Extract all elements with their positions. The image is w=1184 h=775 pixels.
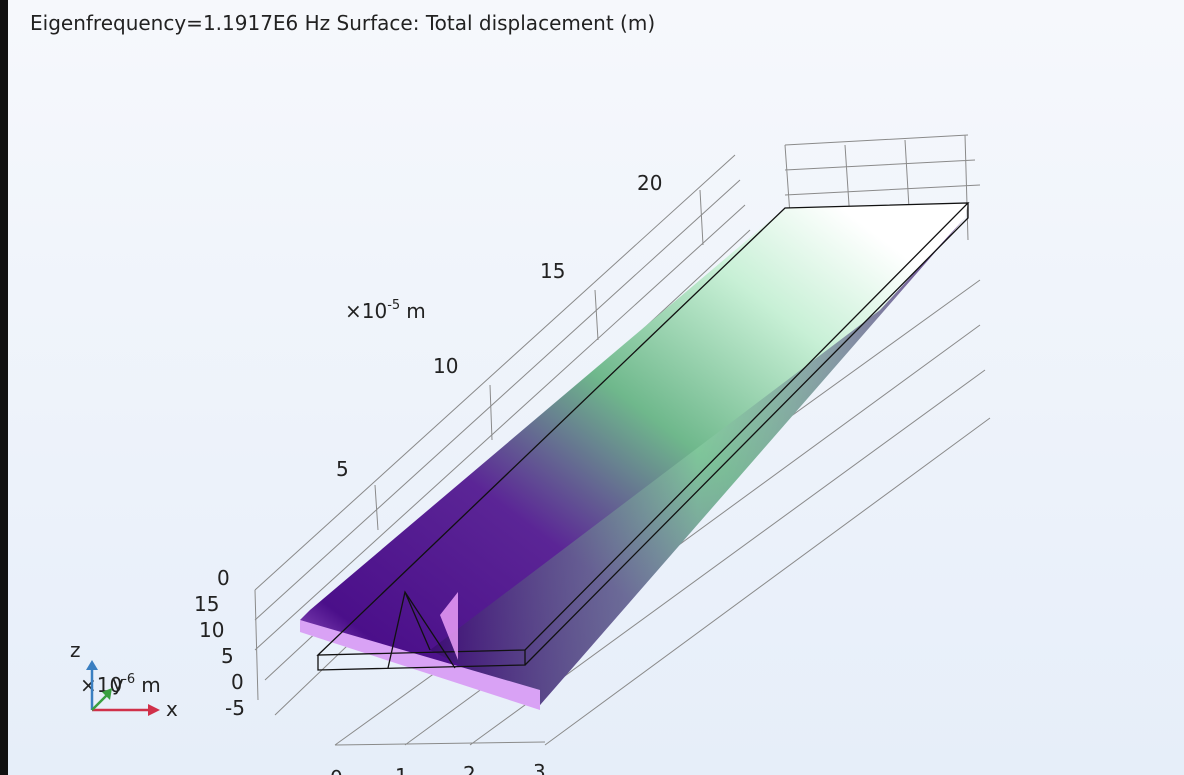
window-border bbox=[0, 0, 8, 775]
x-tick-label: 0 bbox=[330, 766, 343, 775]
plot-title: Eigenfrequency=1.1917E6 Hz Surface: Tota… bbox=[30, 11, 655, 35]
page: Eigenfrequency=1.1917E6 Hz Surface: Tota… bbox=[0, 0, 1184, 775]
graphics-window: Eigenfrequency=1.1917E6 Hz Surface: Tota… bbox=[0, 0, 1184, 775]
triad-label: z bbox=[70, 638, 81, 662]
x-tick-label: 1 bbox=[395, 764, 408, 775]
triad-label: y bbox=[112, 671, 124, 695]
z-tick-label: 5 bbox=[221, 644, 234, 668]
y-tick-label: 20 bbox=[637, 171, 662, 195]
triad-label: x bbox=[166, 697, 178, 721]
x-tick-label: 2 bbox=[463, 762, 476, 775]
unit-name: m bbox=[141, 673, 160, 697]
z-tick-label: 10 bbox=[199, 618, 224, 642]
z-tick-label: 0 bbox=[217, 566, 230, 590]
unit-base: ×10 bbox=[345, 299, 387, 323]
y-tick-label: 15 bbox=[540, 259, 565, 283]
z-tick-label: 0 bbox=[231, 670, 244, 694]
unit-exponent: -5 bbox=[387, 298, 400, 313]
unit-name: m bbox=[406, 299, 425, 323]
unit-exponent: -6 bbox=[122, 672, 135, 687]
x-tick-label: 3 bbox=[533, 760, 546, 775]
y-tick-label: 5 bbox=[336, 457, 349, 481]
z-tick-label: 15 bbox=[194, 592, 219, 616]
y-tick-label: 10 bbox=[433, 354, 458, 378]
y-unit-label: ×10-5 m bbox=[345, 298, 426, 323]
z-tick-label: -5 bbox=[225, 696, 245, 720]
